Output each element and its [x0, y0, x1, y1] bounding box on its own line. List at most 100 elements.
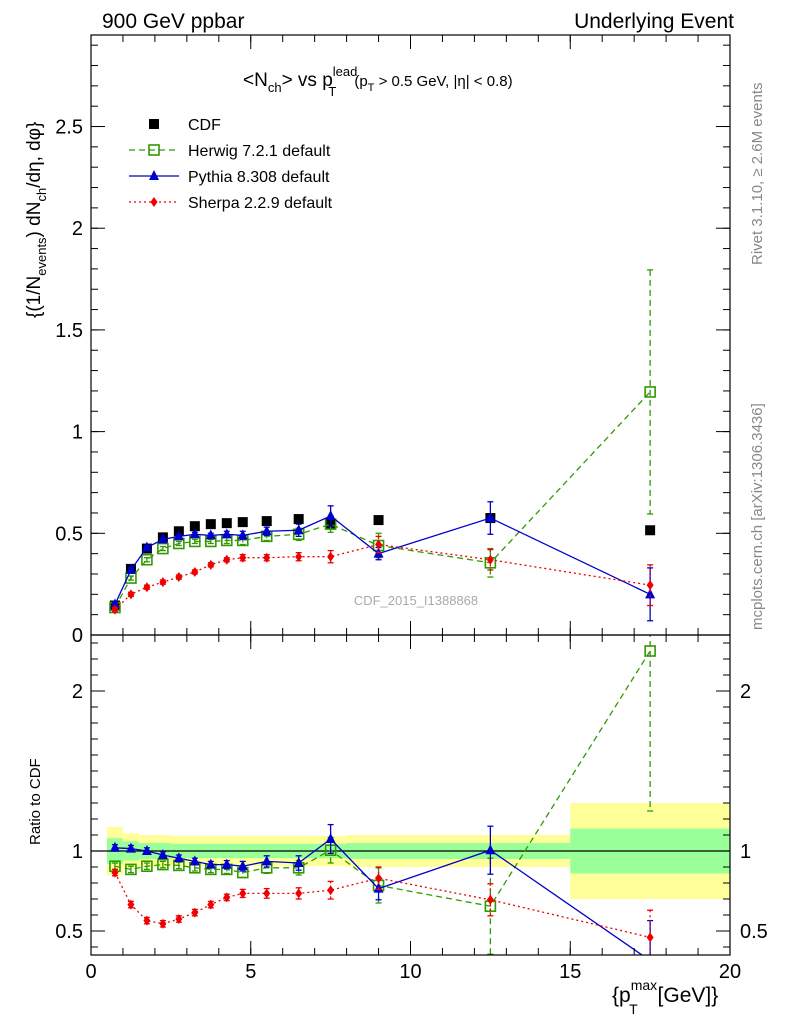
herwig-ratio-point: [125, 863, 137, 876]
pythia-ratio-point: [189, 855, 200, 866]
xtick-label: 5: [245, 961, 256, 983]
sherpa-ratio-point: [143, 915, 151, 926]
sherpa-main-point: [191, 566, 199, 577]
main-plot-frame: [90, 34, 731, 636]
mcplots-label: mcplots.cern.ch [arXiv:1306.3436]: [749, 403, 766, 630]
pythia-main-point: [237, 529, 248, 540]
sherpa-main-point: [486, 554, 494, 565]
sherpa-main-point: [223, 554, 231, 565]
sherpa-main-point: [207, 559, 215, 570]
pythia-ratio-point: [205, 858, 216, 869]
pythia-ratio-point: [485, 844, 496, 855]
sherpa-main-point: [143, 582, 151, 593]
ratio-ytick-label-right: 2: [740, 681, 751, 703]
sherpa-main-point: [375, 539, 383, 550]
sherpa-ratio-point: [646, 932, 654, 943]
sherpa-main-point: [239, 552, 247, 563]
xtick-label: 0: [85, 961, 96, 983]
legend: CDF Herwig 7.2.1 default Pythia 8.308 defa…: [129, 117, 333, 212]
main-ytick-label: 1.5: [55, 320, 83, 342]
sherpa-ratio-point: [263, 888, 271, 899]
cdf-data-point: [221, 518, 232, 529]
pythia-ratio-point: [325, 833, 336, 843]
pythia-main-point: [261, 525, 272, 536]
pythia-ratio-point: [157, 849, 168, 859]
main-ylabel: {(1/Nevents) dNch/dη, dφ}: [24, 122, 49, 318]
main-ytick-label: 0.5: [55, 523, 83, 545]
legend-marker: [149, 170, 159, 180]
herwig-main-point: [141, 553, 153, 566]
xtick-label: 10: [399, 961, 421, 983]
herwig-main-point: [157, 542, 169, 555]
sherpa-ratio-point: [223, 892, 231, 903]
ratio-ytick-label-left: 0.5: [55, 921, 83, 943]
sherpa-ratio-point: [295, 888, 303, 899]
pythia-main-point: [485, 512, 496, 523]
sherpa-main-line: [114, 543, 651, 611]
pythia-main-point: [157, 533, 168, 544]
pythia-main-point: [141, 541, 152, 552]
main-ytick-label: 2.5: [55, 117, 83, 139]
sherpa-main-point: [175, 572, 183, 583]
sherpa-ratio-point: [111, 867, 119, 878]
cdf-data-point: [237, 517, 248, 528]
sherpa-main-point: [111, 604, 119, 615]
pythia-main-point: [109, 598, 120, 609]
main-ytick-label: 0: [72, 625, 83, 647]
sherpa-main-point: [159, 577, 167, 588]
sherpa-main-point: [263, 552, 271, 563]
pythia-main-point: [645, 588, 656, 599]
sherpa-ratio-point: [486, 894, 494, 905]
sherpa-ratio-point: [239, 888, 247, 899]
pythia-main-point: [293, 524, 304, 535]
pythia-ratio-point: [649, 954, 651, 955]
ratio-plot-frame: [90, 634, 731, 956]
cdf-data-point: [373, 515, 384, 526]
sherpa-main-point: [127, 589, 135, 600]
pythia-ratio-point: [237, 860, 248, 871]
sherpa-main-point: [646, 580, 654, 591]
sherpa-main-point: [327, 551, 335, 562]
herwig-ratio-point: [644, 645, 656, 657]
herwig-main-point: [644, 386, 656, 398]
sherpa-ratio-line: [114, 872, 651, 939]
x-axis-label: {pmax T [GeV]}: [612, 977, 718, 1017]
header-left: 900 GeV ppbar: [102, 10, 244, 33]
analysis-watermark: CDF_2015_I1388868: [354, 593, 478, 608]
ratio-ylabel: Ratio to CDF: [27, 758, 44, 845]
sherpa-ratio-point: [327, 885, 335, 896]
xtick-label: 20: [719, 961, 741, 983]
cdf-data-point: [293, 514, 304, 525]
cdf-data-point: [645, 525, 656, 536]
pythia-ratio-point: [221, 858, 232, 869]
cdf-data-point: [189, 521, 200, 532]
cdf-data-point: [261, 516, 272, 527]
chart-title: <Nch> vs plead T(pT > 0.5 GeV, |η| < 0.8): [243, 64, 513, 99]
legend-label: Pythia 8.308 default: [188, 169, 330, 186]
pythia-ratio-point: [141, 845, 152, 855]
header-right: Underlying Event: [574, 10, 734, 33]
rivet-label: Rivet 3.1.10, ≥ 2.6M events: [749, 83, 766, 266]
legend-label: Sherpa 2.2.9 default: [188, 195, 333, 212]
pythia-ratio-point: [173, 852, 184, 863]
cdf-data-point: [205, 519, 216, 530]
ratio-ytick-label-left: 1: [72, 841, 83, 863]
ratio-ytick-label-right: 1: [740, 841, 751, 863]
pythia-ratio-point: [125, 842, 136, 853]
legend-label: Herwig 7.2.1 default: [188, 143, 331, 160]
pythia-ratio-point: [293, 857, 304, 867]
herwig-ratio-point: [141, 860, 153, 873]
pythia-main-point: [189, 528, 200, 539]
herwig-ratio-point: [157, 858, 169, 871]
main-ytick-label: 1: [72, 422, 83, 444]
ratio-series-layer: [109, 635, 656, 955]
legend-marker: [149, 119, 159, 129]
ratio-ytick-label-left: 2: [72, 681, 83, 703]
main-ytick-label: 2: [72, 218, 83, 240]
main-series-layer: [109, 269, 656, 622]
pythia-ratio-point: [261, 855, 272, 866]
pythia-main-point: [325, 510, 336, 521]
sherpa-ratio-point: [375, 873, 383, 884]
sherpa-ratio-point: [207, 899, 215, 910]
